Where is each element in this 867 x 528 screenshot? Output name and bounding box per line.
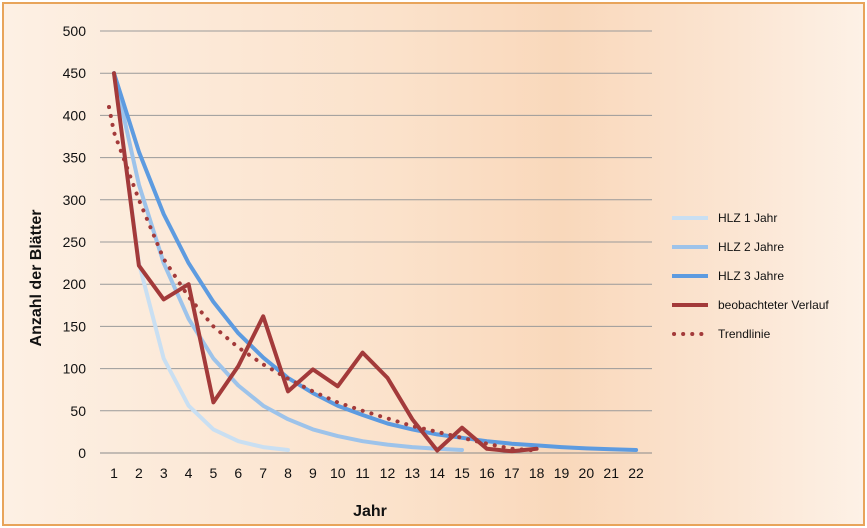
x-tick-label: 20 xyxy=(579,465,595,481)
x-tick-label: 12 xyxy=(380,465,396,481)
y-tick-label: 100 xyxy=(63,361,87,377)
x-tick-label: 22 xyxy=(628,465,644,481)
y-tick-label: 450 xyxy=(63,65,87,81)
legend-label: beobachteter Verlauf xyxy=(718,298,829,312)
x-tick-label: 14 xyxy=(429,465,445,481)
legend-label: HLZ 2 Jahre xyxy=(718,240,784,254)
x-tick-label: 7 xyxy=(259,465,267,481)
x-tick-label: 5 xyxy=(210,465,218,481)
x-tick-label: 6 xyxy=(234,465,242,481)
y-tick-label: 300 xyxy=(63,192,87,208)
y-axis-title: Anzahl der Blätter xyxy=(28,210,45,347)
series-line-trendlinie xyxy=(107,105,539,453)
x-tick-label: 18 xyxy=(529,465,545,481)
x-tick-label: 13 xyxy=(405,465,421,481)
plot-series xyxy=(107,71,639,454)
legend-label: Trendlinie xyxy=(718,327,771,341)
y-tick-label: 0 xyxy=(78,445,86,461)
y-tick-label: 200 xyxy=(63,276,87,292)
x-tick-label: 17 xyxy=(504,465,520,481)
gridlines xyxy=(100,30,652,454)
x-tick-label: 10 xyxy=(330,465,346,481)
x-tick-label: 19 xyxy=(554,465,570,481)
series-line-hlz-1-jahr xyxy=(112,71,290,452)
y-tick-label: 250 xyxy=(63,234,87,250)
x-tick-label: 4 xyxy=(185,465,193,481)
x-tick-label: 21 xyxy=(603,465,619,481)
x-tick-label: 15 xyxy=(454,465,470,481)
legend-label: HLZ 3 Jahre xyxy=(718,269,784,283)
x-tick-label: 16 xyxy=(479,465,495,481)
y-tick-label: 500 xyxy=(63,23,87,39)
series-line-hlz-2-jahre xyxy=(112,71,464,452)
y-tick-label: 350 xyxy=(63,150,87,166)
x-tick-label: 3 xyxy=(160,465,168,481)
x-tick-label: 1 xyxy=(110,465,118,481)
x-axis-title: Jahr xyxy=(353,503,387,520)
legend: HLZ 1 Jahr HLZ 2 Jahre HLZ 3 Jahre beobacht… xyxy=(672,211,829,341)
legend-label: HLZ 1 Jahr xyxy=(718,211,777,225)
x-tick-label: 8 xyxy=(284,465,292,481)
x-tick-label: 11 xyxy=(355,465,370,481)
y-tick-label: 150 xyxy=(63,318,87,334)
x-tick-labels: 1 2 3 4 5 6 7 8 9 10 11 12 13 14 15 16 17 18 19 20 21 22 xyxy=(110,465,644,481)
x-tick-label: 9 xyxy=(309,465,317,481)
y-tick-labels: 0 50 100 150 200 250 300 350 400 450 500 xyxy=(63,23,87,461)
x-tick-label: 2 xyxy=(135,465,143,481)
y-tick-label: 50 xyxy=(70,403,86,419)
y-tick-label: 400 xyxy=(63,107,87,123)
series-line-hlz-3-jahre xyxy=(112,71,639,452)
series-line-beobachteter-verlauf xyxy=(112,71,539,454)
